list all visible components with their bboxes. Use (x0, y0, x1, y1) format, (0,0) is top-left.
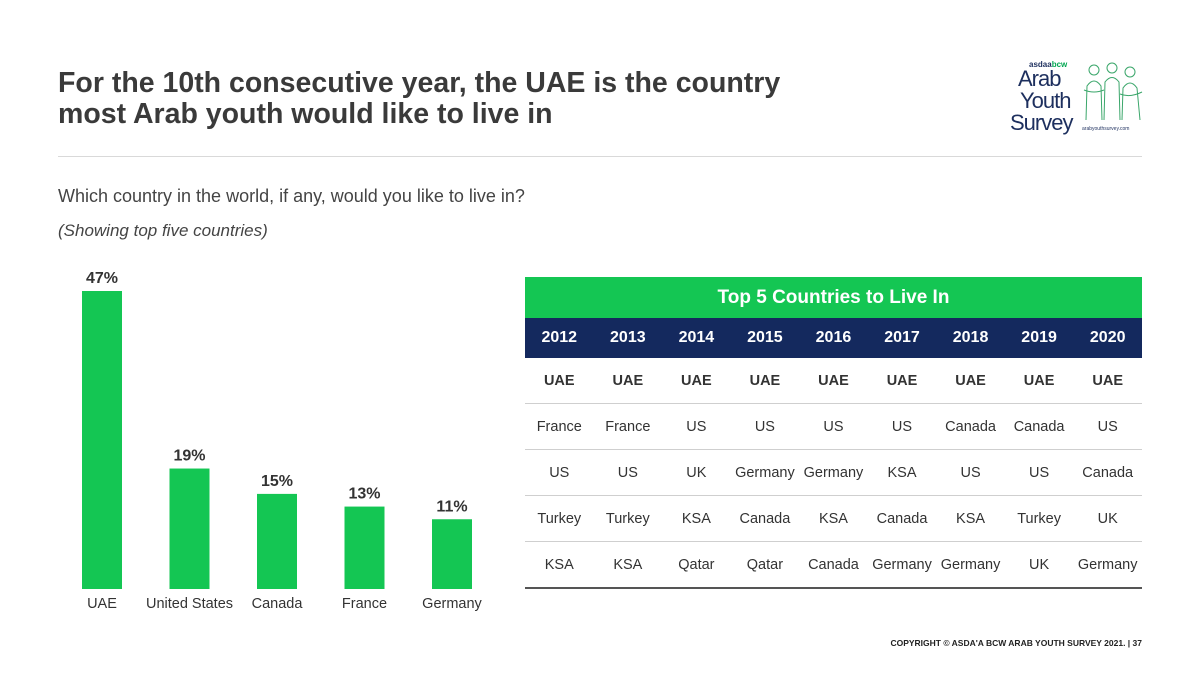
table-cell: KSA (662, 495, 731, 542)
logo-url: arabyouthsurvey.com (1082, 126, 1130, 132)
table-header-year: 2016 (799, 318, 868, 358)
table-cell: Turkey (1004, 495, 1074, 542)
table-row: France France US US US US Canada Canada US (525, 403, 1142, 450)
logo-word-arab: Arab (1018, 66, 1061, 91)
table-cell: US (936, 449, 1005, 496)
table-cell: UAE (936, 358, 1005, 404)
table-header-year: 2018 (936, 318, 1005, 358)
logo-brand: asdaabcw (1029, 60, 1068, 69)
table-cell: Germany (936, 541, 1005, 589)
table-cell: France (593, 403, 663, 450)
table-cell: Canada (1004, 403, 1074, 450)
table-cell: US (1073, 403, 1142, 450)
table-row: Turkey Turkey KSA Canada KSA Canada KSA Turkey U… (525, 495, 1142, 542)
bar-uae (82, 291, 122, 589)
bar-germany (432, 519, 472, 589)
table-cell: UAE (799, 358, 868, 404)
table-title: Top 5 Countries to Live In (525, 277, 1142, 318)
bar-chart: 47% UAE 19% United States 15% Canada 13% France… (82, 270, 483, 612)
top-countries-table: Top 5 Countries to Live In 2012 2013 2014 2… (525, 277, 1142, 589)
table-body: UAE UAE UAE UAE UAE UAE UAE UAE UAE France France U… (525, 358, 1142, 589)
table-cell: UK (1004, 541, 1074, 589)
table-cell: Germany (1073, 541, 1142, 589)
logo-word-survey: Survey (1010, 110, 1073, 135)
table-cell: UAE (1073, 358, 1142, 404)
table-cell: Canada (799, 541, 868, 589)
table-row: KSA KSA Qatar Qatar Canada Germany Germany UK Ge… (525, 541, 1142, 589)
table-cell: KSA (867, 449, 937, 496)
people-illustration-icon (1083, 62, 1143, 121)
table-cell: UAE (1004, 358, 1074, 404)
table-cell: Canada (936, 403, 1005, 450)
header-divider (58, 156, 1142, 157)
category-label: Germany (422, 596, 482, 612)
table-cell: KSA (799, 495, 868, 542)
bar-value-label: 47% (86, 270, 118, 287)
table-cell: Turkey (525, 495, 594, 542)
bar-france (344, 506, 385, 589)
page-title-line-1: For the 10th consecutive year, the UAE i… (58, 67, 781, 99)
logo-word-youth: Youth (1020, 88, 1071, 113)
table-cell: Germany (730, 449, 800, 496)
bar-value-label: 15% (261, 473, 293, 490)
table-cell: US (1004, 449, 1074, 496)
table-cell: UAE (867, 358, 937, 404)
survey-subnote: (Showing top five countries) (58, 221, 268, 240)
table-cell: UK (1073, 495, 1142, 542)
table-header-year: 2019 (1004, 318, 1074, 358)
table-row: UAE UAE UAE UAE UAE UAE UAE UAE UAE (525, 358, 1142, 404)
table-cell: UAE (593, 358, 663, 404)
table-header-year: 2015 (730, 318, 800, 358)
table-cell: KSA (936, 495, 1005, 542)
table-cell: Turkey (593, 495, 663, 542)
table-cell: US (730, 403, 800, 450)
table-cell: US (799, 403, 868, 450)
table-header-year: 2013 (593, 318, 663, 358)
table-cell: France (525, 403, 594, 450)
table-cell: US (867, 403, 937, 450)
table-header-year: 2014 (662, 318, 731, 358)
table-cell: Germany (867, 541, 937, 589)
table-row: US US UK Germany Germany KSA US US Canada (525, 449, 1142, 496)
bar-canada (257, 493, 297, 589)
table-cell: UK (662, 449, 731, 496)
table-cell: Canada (730, 495, 800, 542)
bar-value-label: 19% (173, 448, 205, 465)
table-cell: Canada (1073, 449, 1142, 496)
category-label: France (342, 596, 387, 612)
table-header-year: 2012 (525, 318, 594, 358)
category-label: Canada (252, 596, 304, 612)
bar-value-label: 13% (348, 486, 380, 503)
table-cell: Germany (799, 449, 868, 496)
table-cell: Qatar (730, 541, 800, 589)
table-cell: KSA (593, 541, 663, 589)
page-title-line-2: most Arab youth would like to live in (58, 98, 553, 130)
table-cell: US (662, 403, 731, 450)
survey-question: Which country in the world, if any, woul… (58, 186, 525, 206)
bar-value-label: 11% (436, 498, 467, 515)
category-label: UAE (87, 596, 117, 612)
table-header-row: 2012 2013 2014 2015 2016 2017 2018 2019 2020 (525, 318, 1142, 358)
category-label: United States (146, 596, 233, 612)
copyright-footer: COPYRIGHT © ASDA'A BCW ARAB YOUTH SURVEY… (890, 638, 1142, 648)
table-cell: US (593, 449, 663, 496)
table-cell: US (525, 449, 594, 496)
table-cell: Qatar (662, 541, 731, 589)
table-cell: KSA (525, 541, 594, 589)
table-cell: Canada (867, 495, 937, 542)
bar-united-states (169, 468, 210, 589)
table-cell: UAE (525, 358, 594, 404)
table-header-year: 2017 (867, 318, 937, 358)
arab-youth-survey-logo: asdaabcw Arab Youth Survey arabyouthsurv… (1008, 58, 1148, 140)
table-cell: UAE (662, 358, 731, 404)
table-cell: UAE (730, 358, 800, 404)
page-title: For the 10th consecutive year, the UAE i… (58, 68, 878, 130)
table-header-year: 2020 (1073, 318, 1142, 358)
